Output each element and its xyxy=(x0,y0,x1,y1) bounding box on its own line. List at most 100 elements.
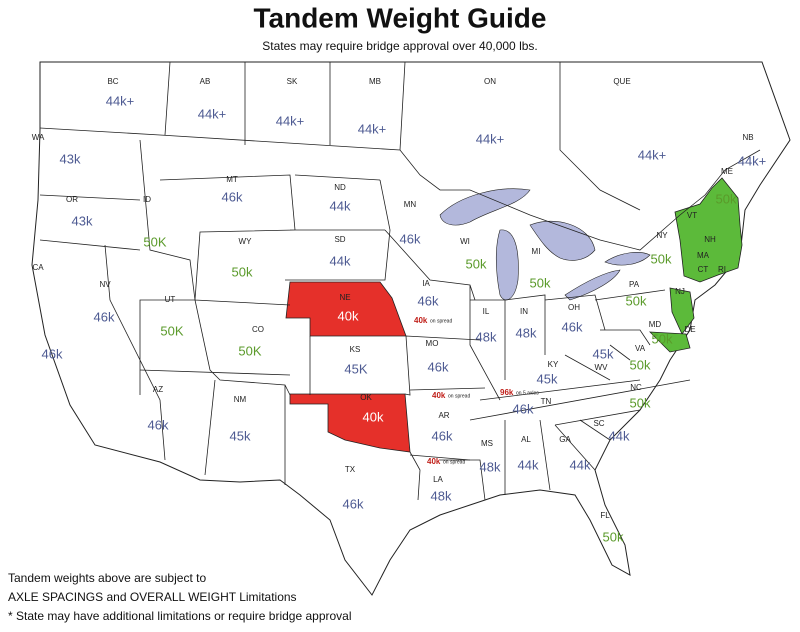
weight-label: 46k xyxy=(343,496,364,511)
lake xyxy=(439,188,531,226)
note-value: 40k xyxy=(432,391,446,400)
state-abbr: MS xyxy=(481,439,493,448)
weight-label: 50K xyxy=(160,323,183,338)
state-abbr: OK xyxy=(360,393,372,402)
green-states xyxy=(674,177,743,283)
title: Tandem Weight Guide xyxy=(254,2,547,33)
weight-label: 44k xyxy=(330,198,351,213)
state-abbr: VA xyxy=(635,344,646,353)
note-value: 40k xyxy=(427,457,441,466)
weight-label: 44k+ xyxy=(198,106,227,121)
state-abbr: NY xyxy=(656,231,668,240)
state-abbr: NC xyxy=(630,383,642,392)
state-abbr: WA xyxy=(32,133,45,142)
state-abbr: RI xyxy=(718,265,726,274)
weight-label: 50k xyxy=(630,395,651,410)
weight-label: 50k xyxy=(630,357,651,372)
note-detail: on spread xyxy=(448,393,470,399)
weight-label: 44k xyxy=(518,457,539,472)
footnote: AXLE SPACINGS and OVERALL WEIGHT Limitat… xyxy=(8,590,297,604)
state-abbr: MO xyxy=(426,339,439,348)
weight-label: 46k xyxy=(418,293,439,308)
weight-label: 50k xyxy=(652,331,673,346)
state-abbr: IA xyxy=(422,279,430,288)
footnote: Tandem weights above are subject to xyxy=(8,571,206,585)
note-detail: on spread xyxy=(430,318,452,324)
state-abbr: ND xyxy=(334,183,346,192)
state-abbr: LA xyxy=(433,475,443,484)
weight-label: 44k+ xyxy=(358,121,387,136)
state-abbr: GA xyxy=(559,435,571,444)
land xyxy=(31,61,791,596)
weight-label: 46k xyxy=(432,428,453,443)
borders xyxy=(39,61,761,501)
weight-label: 46k xyxy=(428,359,449,374)
state-abbr: WY xyxy=(239,237,253,246)
green-states xyxy=(648,331,691,353)
note-detail: on 5 axles xyxy=(516,390,539,396)
state-abbr: TN xyxy=(541,397,552,406)
weight-label: 45k xyxy=(593,346,614,361)
state-abbr: AB xyxy=(200,77,211,86)
state-abbr: BC xyxy=(107,77,118,86)
state-abbr: TX xyxy=(345,465,356,474)
weight-label: 44k xyxy=(609,428,630,443)
state-abbr: WI xyxy=(460,237,470,246)
state-abbr: UT xyxy=(165,295,176,304)
state-abbr: MN xyxy=(404,200,417,209)
weight-label: 44k+ xyxy=(276,113,305,128)
state-abbr: SD xyxy=(334,235,345,244)
state-abbr: NB xyxy=(742,133,753,142)
state-abbr: MB xyxy=(369,77,381,86)
state-abbr: AR xyxy=(438,411,449,420)
weight-label: 46k xyxy=(222,189,243,204)
lake xyxy=(529,220,596,261)
weight-label: 46k xyxy=(148,417,169,432)
lake xyxy=(604,252,651,266)
weight-label: 40k xyxy=(338,308,359,323)
weight-label: 50k xyxy=(603,529,624,544)
state-abbr: NE xyxy=(339,293,350,302)
note-detail: on spread xyxy=(443,459,465,465)
state-abbr: NM xyxy=(234,395,247,404)
state-abbr: SK xyxy=(287,77,298,86)
weight-label: 46k xyxy=(513,401,534,416)
state-abbr: MD xyxy=(649,320,662,329)
state-abbr: SC xyxy=(593,419,604,428)
weight-label: 45k xyxy=(230,428,251,443)
state-abbr: NH xyxy=(704,235,716,244)
state-abbr: DE xyxy=(684,325,695,334)
state-abbr: CA xyxy=(32,263,44,272)
weight-label: 50K xyxy=(238,343,261,358)
weight-label: 48k xyxy=(516,325,537,340)
weight-label: 48k xyxy=(476,329,497,344)
state-abbr: AL xyxy=(521,435,531,444)
weight-label: 50K xyxy=(143,234,166,249)
weight-label: 46k xyxy=(562,319,583,334)
state-abbr: OR xyxy=(66,195,78,204)
footnote: * State may have additional limitations … xyxy=(8,609,352,623)
weight-label: 50k xyxy=(716,191,737,206)
weight-label: 43k xyxy=(60,151,81,166)
state-abbr: KY xyxy=(548,360,559,369)
state-abbr: ID xyxy=(143,195,151,204)
state-abbr: CT xyxy=(698,265,709,274)
state-abbr: MA xyxy=(697,251,710,260)
lake xyxy=(564,269,621,301)
weight-label: 46k xyxy=(94,309,115,324)
weight-label: 46k xyxy=(400,231,421,246)
state-abbr: NV xyxy=(99,280,111,289)
weight-label: 44k+ xyxy=(638,147,667,162)
state-abbr: FL xyxy=(600,511,610,520)
weight-label: 50k xyxy=(530,275,551,290)
state-abbr: MT xyxy=(226,175,238,184)
state-abbr: CO xyxy=(252,325,264,334)
highlight-state xyxy=(289,393,411,453)
weight-label: 40k xyxy=(363,409,384,424)
state-abbr: WV xyxy=(595,363,609,372)
state-abbr: IL xyxy=(483,307,490,316)
weight-label: 45K xyxy=(344,361,367,376)
weight-label: 43k xyxy=(72,213,93,228)
weight-label: 48k xyxy=(480,459,501,474)
